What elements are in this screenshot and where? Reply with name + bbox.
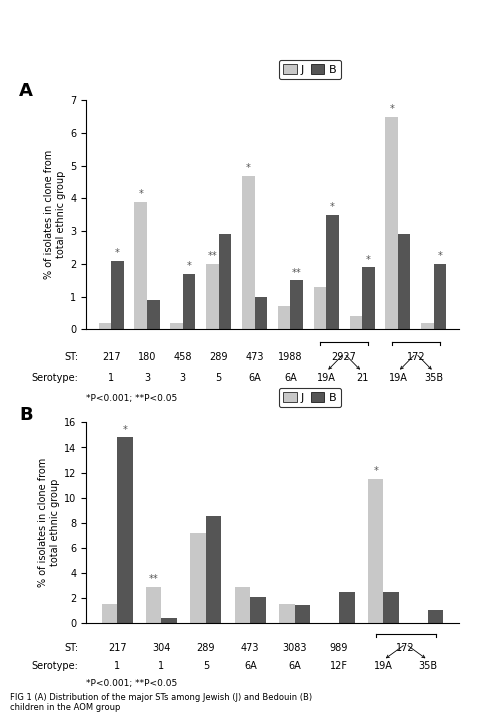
Bar — [326, 215, 339, 329]
Text: 458: 458 — [174, 352, 192, 362]
Text: 5: 5 — [216, 373, 222, 383]
Text: 473: 473 — [241, 643, 260, 653]
Bar — [383, 591, 399, 623]
Text: 6A: 6A — [248, 373, 261, 383]
Text: *: * — [373, 466, 378, 476]
Text: 217: 217 — [102, 352, 120, 362]
Bar — [242, 175, 254, 329]
Bar — [190, 533, 206, 623]
Text: 12F: 12F — [330, 661, 348, 671]
Bar — [362, 267, 375, 329]
Text: *: * — [246, 163, 250, 173]
Text: 19A: 19A — [374, 661, 393, 671]
Text: B: B — [19, 407, 33, 425]
Text: 6A: 6A — [244, 661, 257, 671]
Bar — [206, 264, 219, 329]
Text: FIG 1 (A) Distribution of the major STs among Jewish (J) and Bedouin (B)
childre: FIG 1 (A) Distribution of the major STs … — [10, 693, 312, 712]
Text: 6A: 6A — [284, 373, 297, 383]
Bar — [111, 261, 124, 329]
Y-axis label: % of isolates in clone from
total ethnic group: % of isolates in clone from total ethnic… — [38, 458, 60, 587]
Bar — [101, 604, 117, 623]
Text: Serotype:: Serotype: — [32, 373, 78, 383]
Text: 35B: 35B — [418, 661, 437, 671]
Text: 3: 3 — [180, 373, 186, 383]
Text: 1: 1 — [158, 661, 164, 671]
Bar — [349, 316, 362, 329]
Text: Serotype:: Serotype: — [32, 661, 78, 671]
Text: 1: 1 — [108, 373, 114, 383]
Text: 21: 21 — [356, 373, 368, 383]
Text: 3: 3 — [144, 373, 150, 383]
Text: 217: 217 — [108, 643, 126, 653]
Bar — [235, 586, 250, 623]
Bar — [279, 604, 294, 623]
Text: 172: 172 — [396, 643, 415, 653]
Text: *: * — [438, 251, 443, 261]
Text: *: * — [115, 248, 120, 258]
Text: 2927: 2927 — [332, 352, 357, 362]
Bar — [428, 610, 443, 623]
Text: *: * — [122, 425, 127, 435]
Text: 289: 289 — [196, 643, 215, 653]
Text: *P<0.001; **P<0.05: *P<0.001; **P<0.05 — [86, 394, 177, 402]
Bar — [146, 586, 162, 623]
Text: 6A: 6A — [288, 661, 301, 671]
Text: **: ** — [149, 574, 159, 584]
Text: 19A: 19A — [389, 373, 407, 383]
Text: ST:: ST: — [65, 352, 78, 362]
Text: A: A — [19, 82, 33, 100]
Bar — [398, 234, 411, 329]
Bar — [134, 202, 147, 329]
Text: *: * — [330, 202, 335, 212]
Bar — [434, 264, 446, 329]
Text: *: * — [187, 261, 192, 271]
Text: *: * — [389, 104, 394, 114]
Text: 35B: 35B — [424, 373, 444, 383]
Text: 5: 5 — [203, 661, 209, 671]
Legend: J, B: J, B — [279, 60, 341, 79]
Bar — [368, 479, 383, 623]
Bar — [250, 596, 266, 623]
Text: *P<0.001; **P<0.05: *P<0.001; **P<0.05 — [86, 679, 177, 688]
Bar — [218, 234, 231, 329]
Bar — [339, 591, 355, 623]
Bar — [117, 437, 132, 623]
Text: 473: 473 — [245, 352, 264, 362]
Text: 304: 304 — [152, 643, 171, 653]
Text: 1988: 1988 — [278, 352, 303, 362]
Text: 19A: 19A — [317, 373, 336, 383]
Text: 3083: 3083 — [282, 643, 307, 653]
Bar — [278, 306, 291, 329]
Text: *: * — [366, 255, 371, 264]
Text: 172: 172 — [407, 352, 425, 362]
Bar — [294, 606, 310, 623]
Text: ST:: ST: — [65, 643, 78, 653]
Text: **: ** — [292, 268, 302, 278]
Bar — [98, 323, 111, 329]
Bar — [421, 323, 434, 329]
Text: **: ** — [207, 251, 217, 261]
Y-axis label: % of isolates in clone from
total ethnic group: % of isolates in clone from total ethnic… — [44, 150, 66, 279]
Legend: J, B: J, B — [279, 388, 341, 407]
Text: 289: 289 — [209, 352, 228, 362]
Text: 1: 1 — [114, 661, 120, 671]
Bar — [291, 280, 303, 329]
Bar — [147, 300, 160, 329]
Bar — [206, 516, 221, 623]
Bar — [385, 117, 398, 329]
Text: *: * — [138, 189, 143, 199]
Bar — [162, 618, 177, 623]
Bar — [170, 323, 183, 329]
Bar — [183, 274, 196, 329]
Text: 180: 180 — [138, 352, 156, 362]
Bar — [254, 296, 267, 329]
Text: 989: 989 — [330, 643, 348, 653]
Bar — [314, 287, 326, 329]
